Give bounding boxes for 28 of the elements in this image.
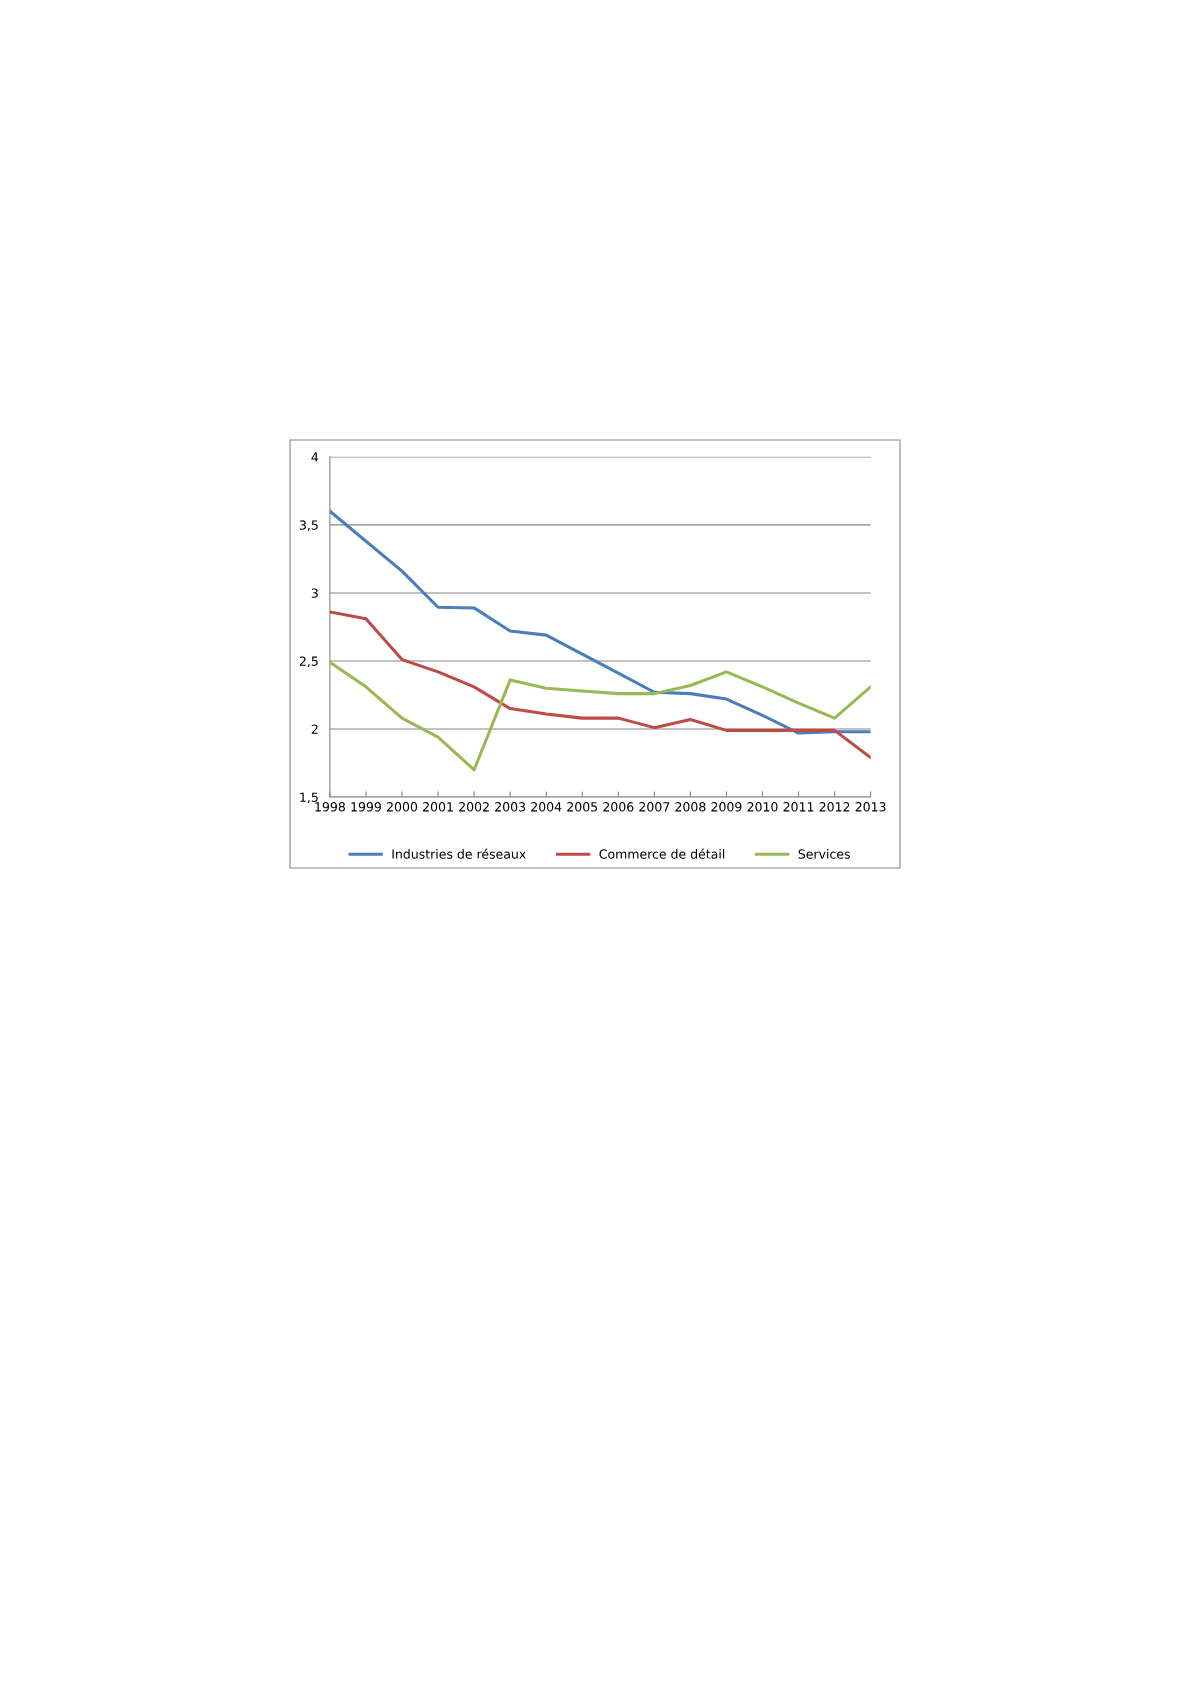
x-tick-label: 1999 (351, 802, 381, 812)
line-series (329, 660, 871, 772)
x-tick-label: 2012 (819, 802, 850, 812)
x-tick-label: 2006 (603, 802, 634, 812)
line-series (329, 509, 871, 735)
x-tick-label: 2002 (459, 802, 489, 812)
legend-label: Commerce de détail (599, 848, 725, 859)
y-tick-label: 3,5 (299, 520, 318, 532)
y-tick-label: 3 (311, 588, 318, 598)
x-tick-label: 2003 (495, 802, 526, 812)
x-tick-label: 2009 (711, 802, 742, 812)
line-series (329, 610, 871, 760)
x-tick-label: 2011 (783, 802, 814, 812)
y-tick-label: 2 (311, 724, 318, 734)
x-tick-label: 2013 (855, 802, 886, 812)
x-tick-label: 2004 (531, 802, 562, 812)
x-tick-label: 2008 (675, 802, 706, 812)
x-tick-label: 2000 (387, 802, 418, 812)
legend-label: Industries de réseaux (392, 848, 526, 859)
y-tick-label: 2,5 (299, 656, 318, 668)
y-tick-label: 4 (311, 452, 319, 462)
legend-label: Services (798, 849, 850, 859)
x-tick-label: 2007 (639, 802, 670, 812)
x-tick-label: 2010 (747, 802, 778, 812)
x-tick-label: 1998 (315, 802, 345, 812)
x-tick-label: 2005 (567, 802, 598, 812)
y-tick-label: 1,5 (300, 792, 318, 804)
x-tick-label: 2001 (423, 802, 453, 812)
